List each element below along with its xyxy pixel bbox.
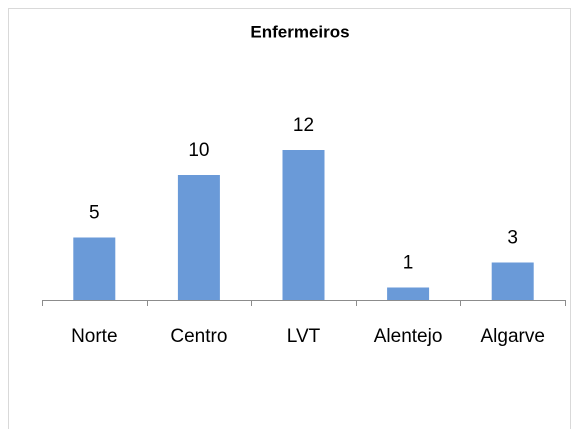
x-tick-label: Norte [71,326,117,347]
x-tick-label: LVT [287,326,321,347]
x-tick-label: Centro [170,326,227,347]
bar [177,175,220,300]
x-tick-label: Alentejo [374,326,443,347]
data-label: 5 [89,203,100,224]
bar [282,150,325,300]
bar [73,237,116,300]
data-label: 1 [403,253,414,274]
bar [387,287,430,300]
bar [491,262,534,300]
data-label: 3 [507,228,518,249]
chart-title: Enfermeiros [250,22,349,41]
data-label: 10 [188,140,209,161]
data-label: 12 [293,115,314,136]
x-tick-label: Algarve [480,326,544,347]
